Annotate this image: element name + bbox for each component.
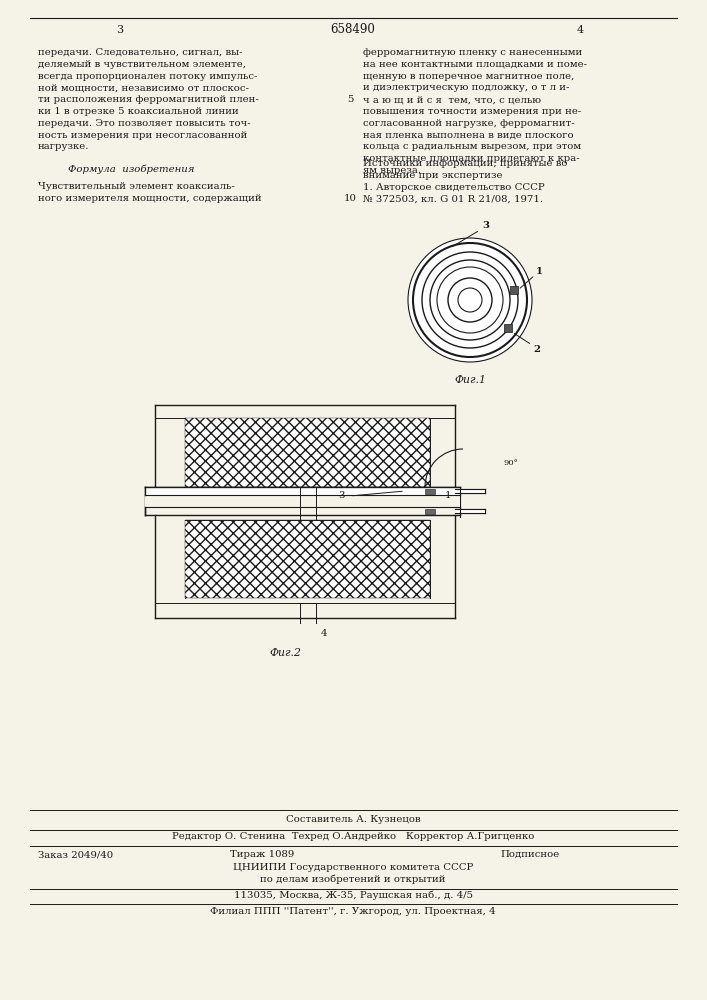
Text: на нее контактными площадками и поме-: на нее контактными площадками и поме- <box>363 60 587 69</box>
Text: 113035, Москва, Ж-35, Раушская наб., д. 4/5: 113035, Москва, Ж-35, Раушская наб., д. … <box>233 891 472 900</box>
Text: ям выреза.: ям выреза. <box>363 166 421 175</box>
Text: повышения точности измерения при не-: повышения точности измерения при не- <box>363 107 581 116</box>
Text: 1. Авторское свидетельство СССР: 1. Авторское свидетельство СССР <box>363 183 544 192</box>
Text: внимание при экспертизе: внимание при экспертизе <box>363 171 503 180</box>
Text: 90°: 90° <box>503 459 518 467</box>
Text: ного измерителя мощности, содержащий: ного измерителя мощности, содержащий <box>38 194 262 203</box>
Text: нагрузке.: нагрузке. <box>38 142 90 151</box>
Text: Филиал ППП ''Патент'', г. Ужгород, ул. Проектная, 4: Филиал ППП ''Патент'', г. Ужгород, ул. П… <box>210 907 496 916</box>
Text: всегда пропорционален потоку импульс-: всегда пропорционален потоку импульс- <box>38 72 257 81</box>
Text: ти расположения ферромагнитной плен-: ти расположения ферромагнитной плен- <box>38 95 259 104</box>
Text: 1: 1 <box>536 267 543 276</box>
Text: передачи. Это позволяет повысить точ-: передачи. Это позволяет повысить точ- <box>38 119 250 128</box>
Text: ная пленка выполнена в виде плоского: ная пленка выполнена в виде плоского <box>363 131 573 140</box>
Text: 5: 5 <box>347 95 354 104</box>
Text: Редактор О. Стенина  Техред О.Андрейко   Корректор А.Григценко: Редактор О. Стенина Техред О.Андрейко Ко… <box>172 832 534 841</box>
Text: № 372503, кл. G 01 R 21/08, 1971.: № 372503, кл. G 01 R 21/08, 1971. <box>363 195 543 204</box>
Polygon shape <box>185 520 430 598</box>
Text: Заказ 2049/40: Заказ 2049/40 <box>38 850 113 859</box>
Text: 3: 3 <box>339 491 345 500</box>
Text: ки 1 в отрезке 5 коаксиальной линии: ки 1 в отрезке 5 коаксиальной линии <box>38 107 239 116</box>
Ellipse shape <box>408 238 532 362</box>
Text: ность измерения при несогласованной: ность измерения при несогласованной <box>38 131 247 140</box>
Text: по делам изобретений и открытий: по делам изобретений и открытий <box>260 875 445 884</box>
Text: Составитель А. Кузнецов: Составитель А. Кузнецов <box>286 815 421 824</box>
Text: 1: 1 <box>445 491 452 500</box>
Text: 3: 3 <box>482 222 489 231</box>
Text: Тираж 1089: Тираж 1089 <box>230 850 294 859</box>
Text: 2: 2 <box>533 344 540 354</box>
Text: 658490: 658490 <box>331 23 375 36</box>
Text: контактные площадки прилегают к кра-: контактные площадки прилегают к кра- <box>363 154 580 163</box>
Polygon shape <box>145 495 460 507</box>
Text: Формула  изобретения: Формула изобретения <box>68 164 194 174</box>
Text: Источники информации, принятые во: Источники информации, принятые во <box>363 159 568 168</box>
Polygon shape <box>455 509 485 513</box>
Text: 10: 10 <box>344 194 356 203</box>
Text: Фиг.2: Фиг.2 <box>269 648 301 658</box>
Polygon shape <box>185 418 430 487</box>
Text: кольца с радиальным вырезом, при этом: кольца с радиальным вырезом, при этом <box>363 142 581 151</box>
Text: Подписное: Подписное <box>500 850 559 859</box>
Ellipse shape <box>458 288 482 312</box>
Polygon shape <box>145 487 460 495</box>
Bar <box>425 508 435 514</box>
Text: 3: 3 <box>117 25 124 35</box>
Text: 4: 4 <box>576 25 583 35</box>
Bar <box>510 286 518 294</box>
Text: ЦНИИПИ Государственного комитета СССР: ЦНИИПИ Государственного комитета СССР <box>233 863 473 872</box>
Text: щенную в поперечное магнитное поле,: щенную в поперечное магнитное поле, <box>363 72 574 81</box>
Text: 4: 4 <box>320 629 327 638</box>
Text: деляемый в чувствительном элементе,: деляемый в чувствительном элементе, <box>38 60 246 69</box>
Text: ч а ю щ и й с я  тем, что, с целью: ч а ю щ и й с я тем, что, с целью <box>363 95 541 104</box>
Polygon shape <box>455 489 485 493</box>
Text: и диэлектрическую подложку, о т л и-: и диэлектрическую подложку, о т л и- <box>363 83 569 92</box>
Text: передачи. Следовательно, сигнал, вы-: передачи. Следовательно, сигнал, вы- <box>38 48 243 57</box>
Text: ной мощности, независимо от плоскос-: ной мощности, независимо от плоскос- <box>38 83 249 92</box>
Text: Чувствительный элемент коаксиаль-: Чувствительный элемент коаксиаль- <box>38 182 235 191</box>
Text: Фиг.1: Фиг.1 <box>454 375 486 385</box>
Bar <box>504 324 512 332</box>
Ellipse shape <box>448 278 492 322</box>
Text: ферромагнитную пленку с нанесенными: ферромагнитную пленку с нанесенными <box>363 48 583 57</box>
Text: согласованной нагрузке, ферромагнит-: согласованной нагрузке, ферромагнит- <box>363 119 575 128</box>
Bar <box>425 488 435 493</box>
